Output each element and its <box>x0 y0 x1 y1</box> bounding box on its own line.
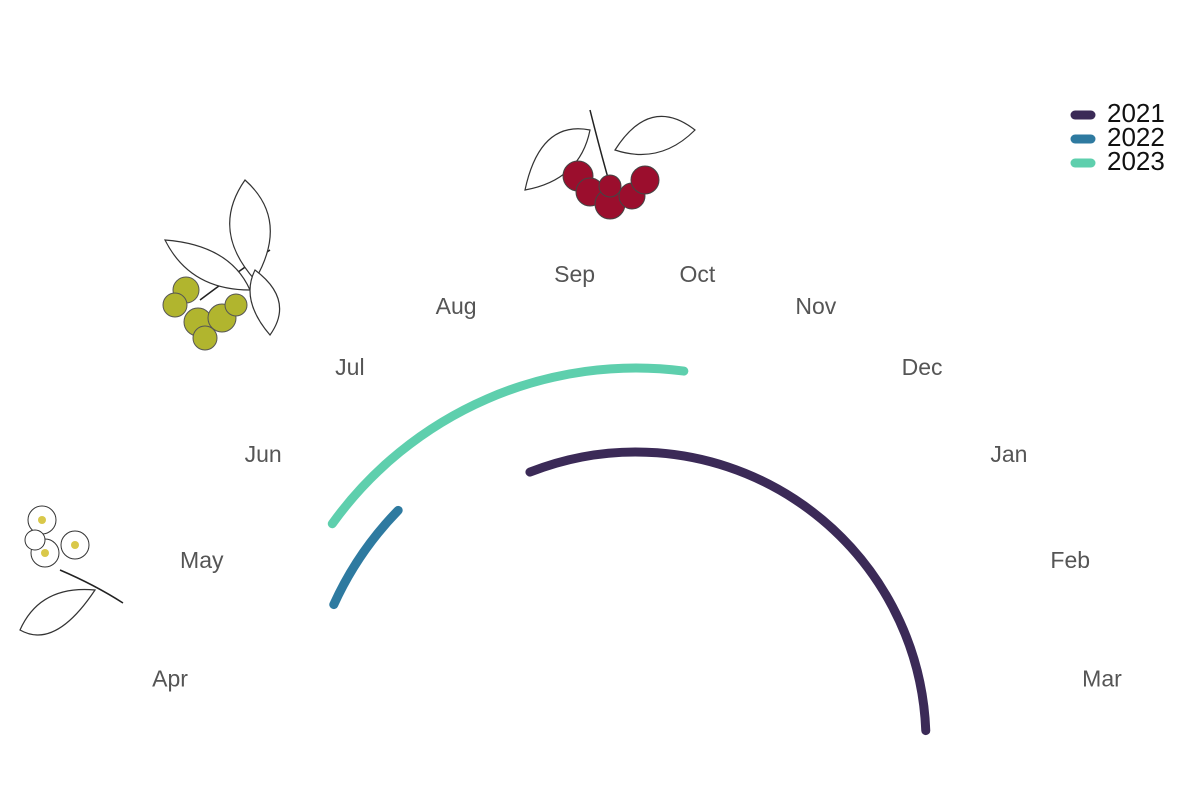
month-label: Oct <box>679 261 715 287</box>
green-berry-illustration <box>162 179 281 351</box>
month-label: Aug <box>436 293 477 319</box>
month-label: Apr <box>152 666 188 692</box>
year-arc <box>525 447 931 736</box>
month-label: Feb <box>1050 547 1090 573</box>
month-label: Nov <box>795 293 836 319</box>
flower-illustration <box>19 505 124 636</box>
legend-label: 2021 <box>1107 98 1165 128</box>
year-arc <box>327 363 689 529</box>
month-label: May <box>180 547 224 573</box>
month-label: Sep <box>554 261 595 287</box>
month-label: Jan <box>990 441 1027 467</box>
month-label: Jul <box>335 354 364 380</box>
month-label: Jun <box>245 441 282 467</box>
red-berry-illustration <box>524 109 696 220</box>
month-label: Dec <box>902 354 943 380</box>
legend-label: 2022 <box>1107 122 1165 152</box>
legend-label: 2023 <box>1107 146 1165 176</box>
year-arc <box>329 505 403 610</box>
month-label: Mar <box>1082 666 1122 692</box>
